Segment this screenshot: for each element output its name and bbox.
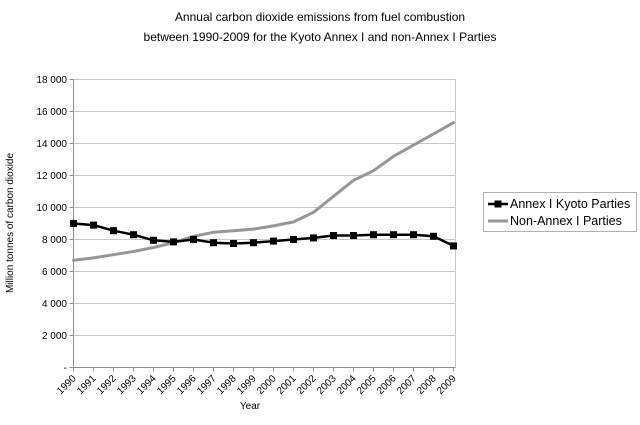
chart-title-line2: between 1990-2009 for the Kyoto Annex I …	[143, 30, 497, 44]
series-marker	[290, 236, 297, 243]
x-tick-label: 1991	[75, 373, 99, 397]
legend: Annex I Kyoto Parties Non-Annex I Parties	[483, 192, 637, 232]
y-tick-label: 12 000	[36, 171, 67, 182]
y-tick-label: 8 000	[42, 235, 67, 246]
y-tick-label: 2 000	[42, 331, 67, 342]
y-tick-label: 6 000	[42, 267, 67, 278]
x-tick-label: 2004	[335, 373, 359, 397]
x-tick-label: 1999	[235, 373, 259, 397]
y-tick-label: -	[64, 363, 67, 374]
legend-marker-line-square-icon	[488, 200, 508, 207]
y-axis-title: Million tonnes of carbon dioxide	[5, 153, 16, 294]
x-tick-label: 2001	[275, 373, 299, 397]
chart-title-line1: Annual carbon dioxide emissions from fue…	[174, 10, 466, 24]
legend-item: Non-Annex I Parties	[488, 212, 636, 229]
x-tick-label: 1990	[55, 373, 79, 397]
series-line-1	[72, 121, 455, 262]
x-tick-label: 1997	[195, 373, 219, 397]
series-marker	[150, 236, 157, 244]
legend-marker-line-icon	[488, 219, 508, 222]
x-tick-label: 1994	[135, 373, 159, 397]
legend-item: Annex I Kyoto Parties	[488, 195, 636, 212]
series-marker	[230, 240, 237, 247]
y-tick-label: 14 000	[36, 139, 67, 150]
series-marker	[250, 239, 257, 247]
series-marker	[350, 232, 357, 239]
x-tick-label: 1996	[175, 373, 199, 397]
x-tick-label: 2002	[295, 373, 319, 397]
x-tick-label: 1993	[115, 373, 139, 397]
x-axis-title: Year	[240, 401, 261, 412]
series-marker	[430, 232, 437, 240]
series-marker	[330, 232, 337, 239]
legend-label: Annex I Kyoto Parties	[510, 196, 631, 211]
series-marker	[190, 236, 197, 243]
y-tick-label: 16 000	[36, 107, 67, 118]
series-marker	[370, 231, 377, 239]
legend-label: Non-Annex I Parties	[510, 213, 622, 228]
series-marker	[270, 237, 277, 245]
series-marker	[90, 221, 97, 229]
x-tick-label: 2007	[395, 373, 419, 397]
series-marker	[170, 238, 177, 246]
series-marker	[210, 239, 217, 247]
x-tick-label: 2000	[255, 373, 279, 397]
x-tick-label: 2003	[315, 373, 339, 397]
series-marker	[70, 220, 77, 227]
chart-title: Annual carbon dioxide emissions from fue…	[0, 7, 640, 47]
x-tick-label: 1992	[95, 373, 119, 397]
series-marker	[130, 231, 137, 239]
x-tick-label: 2009	[435, 373, 459, 397]
series-marker	[310, 234, 317, 242]
series-marker	[390, 231, 397, 239]
x-tick-label: 2008	[415, 373, 439, 397]
y-tick-label: 18 000	[36, 75, 67, 86]
series-marker	[450, 242, 457, 250]
x-tick-label: 2005	[355, 373, 379, 397]
x-tick-label: 1995	[155, 373, 179, 397]
series-marker	[410, 231, 417, 239]
x-tick-label: 1998	[215, 373, 239, 397]
series-marker	[110, 227, 117, 235]
y-tick-label: 4 000	[42, 299, 67, 310]
x-tick-label: 2006	[375, 373, 399, 397]
y-tick-label: 10 000	[36, 203, 67, 214]
